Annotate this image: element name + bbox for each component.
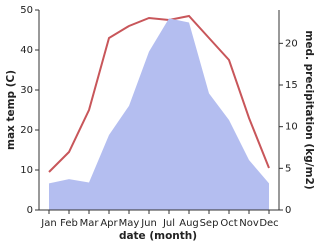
x-tick-label: Mar	[80, 218, 100, 229]
x-tick-label: Sep	[200, 218, 219, 229]
y-tick-label: 10	[20, 165, 33, 176]
y2-axis-label: med. precipitation (kg/m2)	[303, 30, 315, 189]
y-tick-label: 0	[27, 205, 33, 216]
x-tick-label: Nov	[239, 218, 259, 229]
x-tick-label: Aug	[179, 218, 199, 229]
x-axis-label: date (month)	[119, 230, 197, 242]
x-tick-label: Apr	[100, 218, 118, 229]
y2-tick-label: 5	[285, 163, 291, 174]
y-axis-label: max temp (C)	[5, 70, 17, 150]
x-tick-label: May	[119, 218, 140, 229]
x-tick-label: Jul	[162, 218, 175, 229]
x-tick-label: Feb	[60, 218, 78, 229]
y-tick-label: 30	[20, 85, 33, 96]
y-tick-label: 20	[20, 125, 33, 136]
x-tick-label: Jun	[140, 218, 157, 229]
x-tick-label: Jan	[40, 218, 56, 229]
y2-tick-label: 0	[285, 205, 291, 216]
x-tick-label: Oct	[220, 218, 237, 229]
x-tick-label: Dec	[259, 218, 278, 229]
y2-tick-label: 10	[285, 122, 298, 133]
precipitation-area	[49, 18, 269, 211]
y2-tick-label: 15	[285, 80, 298, 91]
temp-line	[48, 14, 270, 173]
y2-tick-label: 20	[285, 38, 298, 49]
y-tick-label: 50	[20, 5, 33, 16]
y-tick-label: 40	[20, 45, 33, 56]
